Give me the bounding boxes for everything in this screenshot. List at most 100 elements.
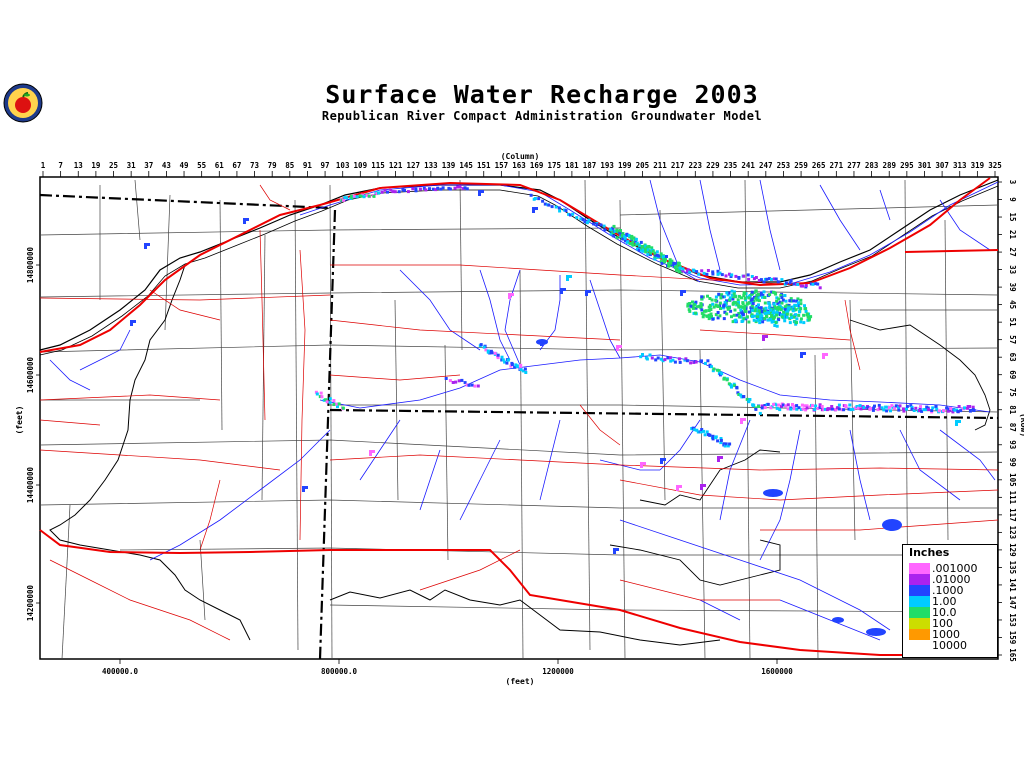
recharge-cell — [765, 277, 769, 281]
recharge-cell — [729, 275, 733, 278]
feet-x-tick-label: 400000.0 — [102, 667, 139, 676]
recharge-cell — [797, 313, 801, 317]
legend-swatch — [909, 640, 930, 651]
recharge-cell — [750, 290, 754, 294]
river — [779, 599, 881, 641]
recharge-cell — [718, 314, 722, 318]
legend-swatch — [909, 585, 930, 596]
column-tick-label: 67 — [232, 161, 241, 170]
recharge-cell — [716, 272, 720, 276]
recharge-cell — [509, 364, 513, 368]
recharge-cell — [741, 301, 745, 305]
road — [619, 579, 780, 601]
recharge-cell — [457, 379, 461, 383]
recharge-cell — [737, 312, 741, 315]
row-tick-label: 15 — [1008, 213, 1017, 222]
recharge-cell — [359, 194, 363, 198]
recharge-cell — [365, 193, 369, 197]
recharge-cell — [623, 239, 627, 243]
recharge-cell — [763, 295, 767, 299]
recharge-cell — [893, 406, 897, 410]
feet-y-tick-label: 14400000 — [26, 466, 35, 503]
recharge-cell — [830, 407, 834, 411]
recharge-cell — [337, 402, 341, 406]
recharge-cell — [643, 462, 646, 465]
recharge-cell — [784, 308, 788, 312]
recharge-cell — [428, 187, 431, 191]
recharge-cell — [955, 408, 959, 412]
recharge-cell — [768, 293, 772, 297]
recharge-cell — [780, 296, 784, 300]
recharge-cell — [444, 377, 448, 380]
row-tick-label: 87 — [1008, 423, 1017, 432]
recharge-cell — [453, 186, 457, 190]
legend-label: 1.00 — [932, 595, 957, 608]
recharge-cell — [769, 406, 773, 410]
recharge-cell — [772, 317, 776, 320]
column-tick-label: 313 — [953, 161, 967, 170]
recharge-cell — [712, 305, 716, 309]
recharge-cell — [725, 291, 729, 295]
recharge-cell — [700, 297, 704, 301]
road — [299, 249, 306, 541]
recharge-cell — [739, 315, 743, 319]
recharge-cell — [465, 187, 469, 191]
recharge-cell — [567, 212, 571, 216]
recharge-cell — [730, 289, 734, 293]
recharge-cell — [780, 315, 784, 319]
recharge-cell — [671, 358, 675, 362]
river — [479, 269, 511, 361]
recharge-cell — [668, 356, 672, 360]
county-line — [394, 299, 399, 501]
recharge-cell — [341, 406, 345, 410]
reservoir — [536, 339, 548, 345]
recharge-cell — [700, 359, 703, 363]
recharge-cell — [688, 270, 692, 274]
recharge-cell — [692, 311, 696, 315]
county-line — [39, 344, 999, 353]
legend-swatch — [909, 629, 930, 640]
recharge-cell — [667, 264, 671, 268]
recharge-cell — [776, 302, 780, 306]
legend-label: 100 — [932, 617, 953, 630]
recharge-cell — [454, 380, 458, 384]
recharge-cell — [756, 292, 760, 296]
recharge-cell — [792, 315, 796, 319]
recharge-cell — [731, 297, 735, 301]
recharge-cell — [800, 355, 803, 358]
column-tick-label: 97 — [321, 161, 330, 170]
recharge-cell — [369, 453, 372, 456]
legend-entry: .01000 — [909, 574, 971, 585]
recharge-cell — [711, 369, 715, 373]
recharge-cell — [963, 406, 966, 410]
column-tick-label: 199 — [618, 161, 632, 170]
recharge-cell — [403, 188, 406, 192]
recharge-cell — [725, 305, 729, 309]
recharge-cell — [676, 485, 679, 488]
recharge-cell — [752, 277, 756, 281]
recharge-cell — [805, 406, 809, 410]
recharge-cell — [389, 188, 393, 192]
recharge-cell — [795, 404, 799, 408]
recharge-cell — [725, 312, 729, 316]
recharge-cell — [763, 404, 767, 407]
recharge-cell — [959, 409, 963, 413]
recharge-cell — [728, 442, 732, 446]
recharge-cell — [609, 232, 613, 236]
row-tick-label: 9 — [1008, 197, 1017, 202]
recharge-cell — [716, 316, 720, 320]
column-tick-label: 163 — [512, 161, 526, 170]
recharge-cell — [851, 407, 855, 411]
column-tick-label: 115 — [371, 161, 385, 170]
recharge-cell — [871, 408, 875, 412]
recharge-cell — [723, 300, 727, 304]
recharge-cell — [352, 194, 356, 198]
recharge-cell — [948, 409, 952, 413]
column-tick-label: 145 — [459, 161, 473, 170]
recharge-cell — [523, 367, 527, 371]
column-tick-label: 109 — [354, 161, 368, 170]
feet-x-tick-label: 1600000 — [761, 667, 793, 676]
row-tick-label: 123 — [1008, 526, 1017, 540]
recharge-cell — [951, 410, 955, 414]
recharge-cell — [324, 398, 328, 402]
